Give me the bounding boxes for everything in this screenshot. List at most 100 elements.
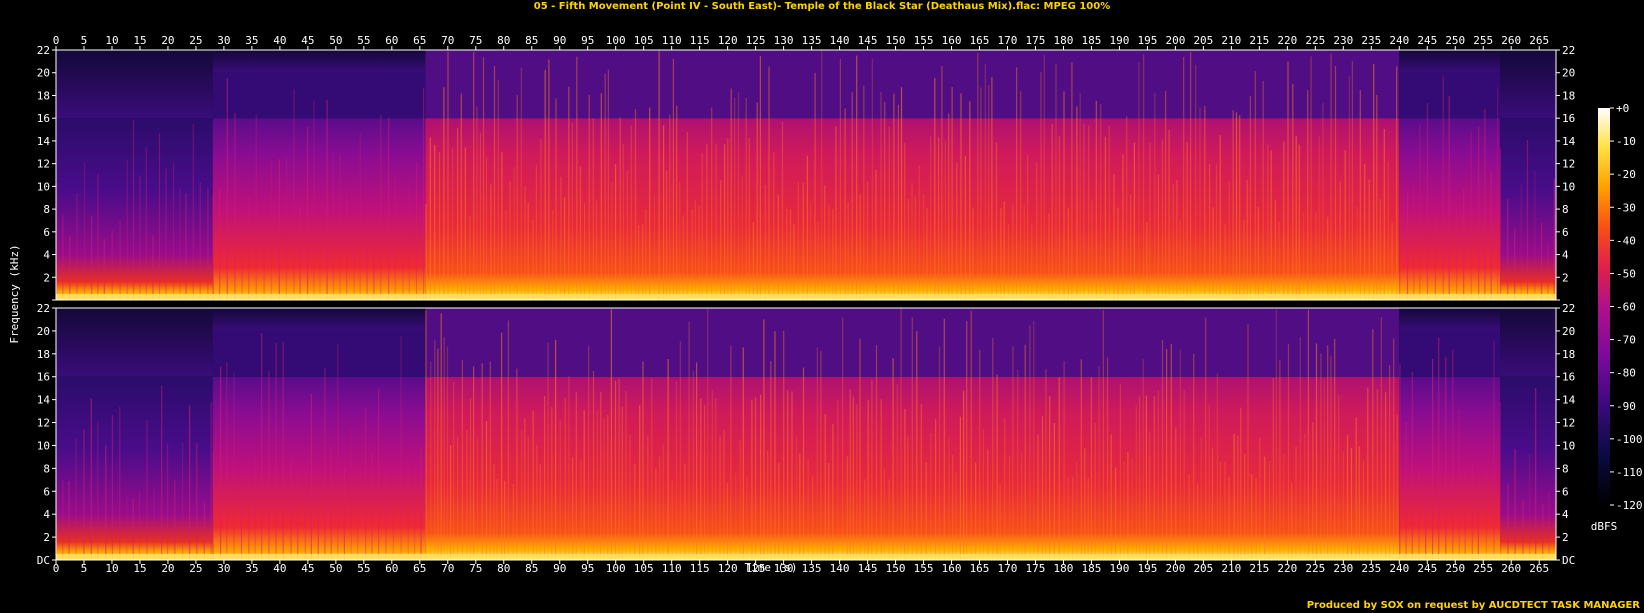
- transient-stripe: [490, 184, 492, 300]
- transient-stripe: [688, 321, 690, 560]
- transient-stripe: [979, 349, 981, 560]
- transient-stripe: [763, 319, 765, 560]
- transient-stripe: [691, 209, 693, 300]
- transient-stripe: [1514, 228, 1516, 300]
- transient-stripe: [764, 185, 766, 300]
- transient-stripe: [675, 381, 677, 560]
- transient-stripe: [1396, 415, 1398, 560]
- x-tick-label-top: 40: [273, 34, 286, 47]
- transient-stripe: [1197, 483, 1199, 560]
- x-tick-label-top: 145: [858, 34, 878, 47]
- x-tick-label-bottom: 110: [662, 562, 682, 575]
- transient-stripe: [975, 462, 977, 560]
- transient-stripe: [849, 389, 851, 560]
- transient-stripe: [1287, 343, 1290, 560]
- colorbar-tick-label: +0: [1616, 102, 1629, 115]
- x-tick-label-bottom: 100: [606, 562, 626, 575]
- transient-stripe: [1188, 474, 1190, 560]
- transient-stripe: [179, 188, 181, 300]
- x-tick-label-top: 90: [553, 34, 566, 47]
- transient-stripe: [1399, 364, 1401, 560]
- transient-stripe: [700, 398, 702, 560]
- transient-stripe: [337, 344, 339, 560]
- transient-stripe: [199, 182, 201, 300]
- transient-stripe: [727, 138, 729, 300]
- transient-stripe: [984, 64, 986, 300]
- transient-stripe: [1478, 126, 1480, 300]
- colorbar: [1598, 108, 1610, 505]
- transient-stripe: [1399, 215, 1401, 300]
- transient-stripe: [568, 376, 570, 560]
- x-tick-label-top: 45: [301, 34, 314, 47]
- transient-stripe: [420, 446, 422, 560]
- transient-stripe: [607, 415, 609, 560]
- y-tick-label-right: 6: [1562, 226, 1569, 239]
- transient-stripe: [261, 333, 263, 560]
- x-tick-label-bottom: 80: [497, 562, 510, 575]
- transient-stripe: [1058, 377, 1060, 560]
- segment-hf-band: [212, 72, 426, 119]
- transient-stripe: [1208, 404, 1210, 560]
- x-tick-label-bottom: 185: [1082, 562, 1102, 575]
- transient-stripe: [469, 215, 471, 300]
- x-tick-label-bottom: 70: [441, 562, 454, 575]
- transient-stripe: [1240, 407, 1242, 560]
- transient-stripe: [1131, 457, 1133, 560]
- transient-stripe: [1262, 80, 1264, 301]
- x-tick-label-bottom: 145: [858, 562, 878, 575]
- y-tick-label-right: 18: [1562, 89, 1575, 102]
- transient-stripe: [297, 473, 299, 560]
- transient-stripe: [742, 347, 744, 560]
- transient-stripe: [1359, 90, 1361, 300]
- transient-stripe: [270, 161, 272, 300]
- transient-stripe: [1175, 427, 1177, 560]
- transient-stripe: [866, 181, 869, 300]
- y-tick-label-left: 8: [43, 203, 50, 216]
- transient-stripe: [1235, 112, 1238, 301]
- transient-stripe: [429, 137, 431, 300]
- transient-stripe: [1542, 503, 1544, 560]
- transient-stripe: [1133, 142, 1135, 300]
- transient-stripe: [1115, 467, 1117, 560]
- x-tick-label-bottom: 95: [581, 562, 594, 575]
- transient-stripe: [755, 397, 757, 560]
- transient-stripe: [1021, 452, 1023, 560]
- transient-stripe: [111, 415, 113, 560]
- transient-stripe: [1023, 203, 1025, 300]
- transient-stripe: [1043, 54, 1045, 300]
- transient-stripe: [1278, 221, 1280, 300]
- x-tick-label-bottom: 0: [53, 562, 60, 575]
- x-tick-label-top: 110: [662, 34, 682, 47]
- transient-stripe: [1425, 487, 1427, 560]
- transient-stripe: [1029, 325, 1031, 560]
- y-tick-label-right: 20: [1562, 67, 1575, 80]
- transient-stripe: [203, 503, 205, 560]
- transient-stripe: [1307, 310, 1309, 560]
- transient-stripe: [512, 484, 514, 560]
- transient-stripe: [1063, 361, 1065, 560]
- transient-stripe: [634, 463, 636, 560]
- transient-stripe: [326, 99, 328, 300]
- transient-stripe: [943, 318, 945, 560]
- transient-stripe: [715, 143, 717, 300]
- transient-stripe: [481, 363, 483, 560]
- transient-stripe: [781, 121, 784, 300]
- x-tick-label-bottom: 30: [217, 562, 230, 575]
- transient-stripe: [1507, 484, 1509, 560]
- transient-stripe: [185, 193, 187, 300]
- transient-stripe: [1520, 184, 1522, 300]
- colorbar-tick-label: -10: [1616, 135, 1636, 148]
- transient-stripe: [473, 51, 475, 301]
- transient-stripe: [1547, 243, 1549, 300]
- transient-stripe: [904, 142, 906, 300]
- transient-stripe: [684, 463, 686, 560]
- x-tick-label-top: 155: [914, 34, 934, 47]
- colorbar-tick-label: -60: [1616, 301, 1636, 314]
- transient-stripe: [1257, 207, 1259, 300]
- transient-stripe: [1165, 90, 1167, 300]
- transient-stripe: [789, 209, 792, 300]
- segment-energy: [56, 376, 213, 560]
- transient-stripe: [820, 351, 822, 560]
- transient-stripe: [466, 430, 468, 560]
- transient-stripe: [1008, 455, 1011, 560]
